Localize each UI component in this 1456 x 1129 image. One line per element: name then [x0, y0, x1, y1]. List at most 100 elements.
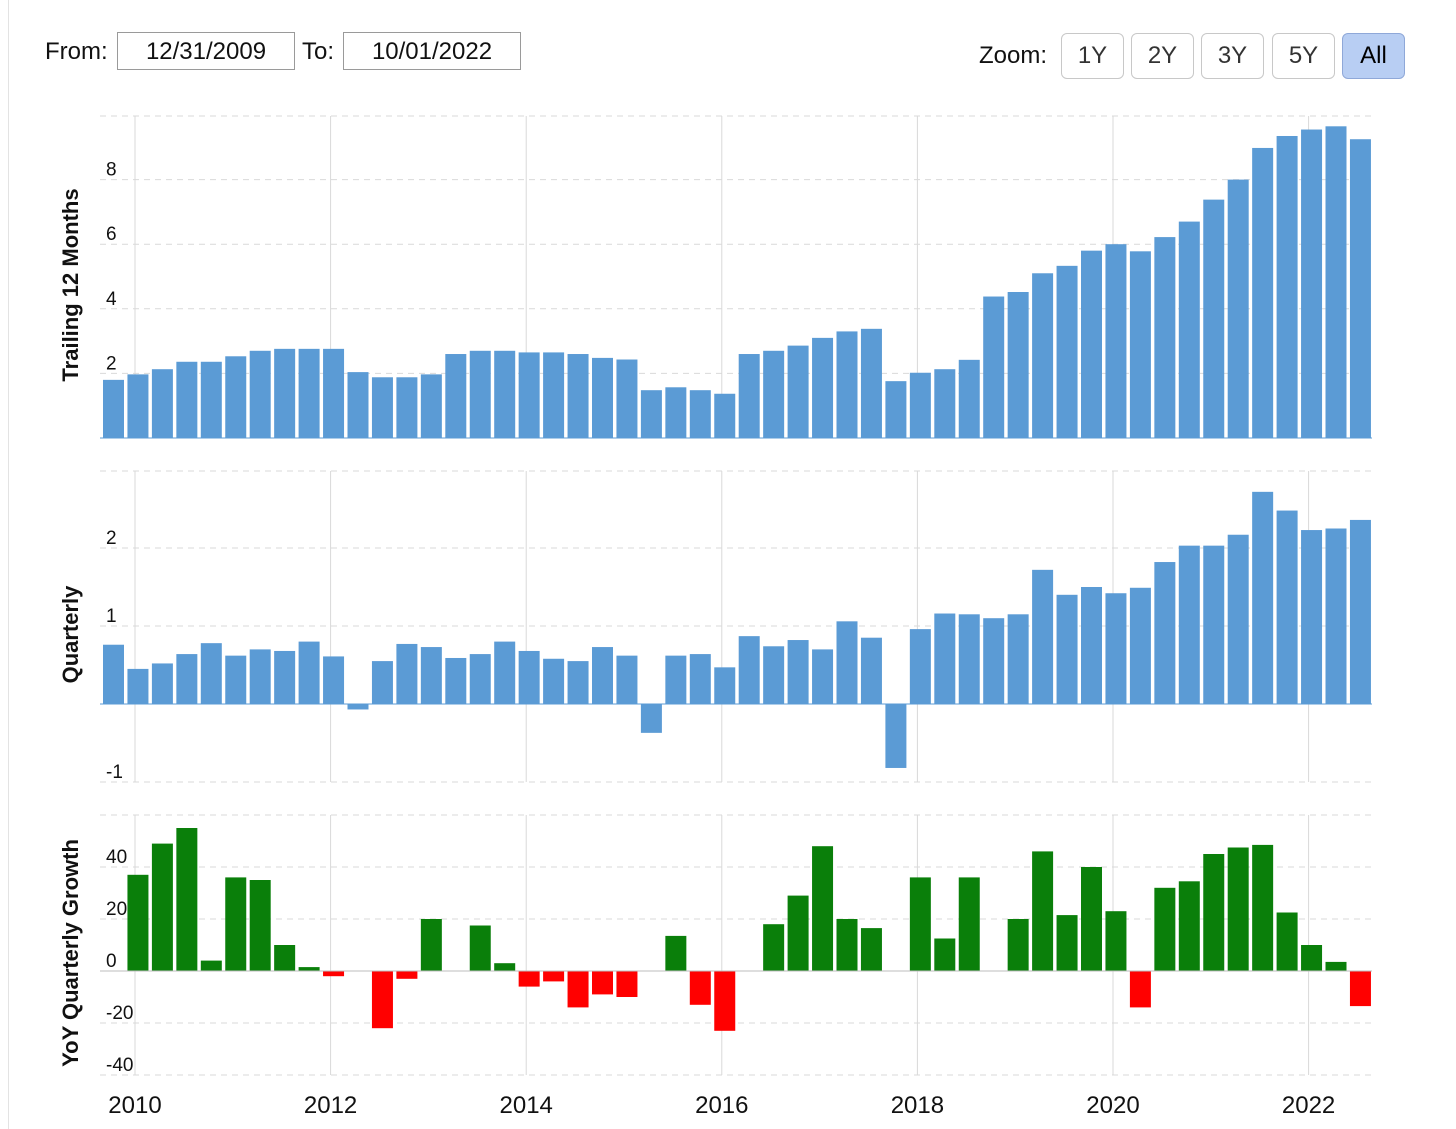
x-tick-label: 2016 — [695, 1092, 748, 1119]
value-bar — [274, 348, 296, 438]
growth-bar-positive — [1032, 851, 1054, 971]
value-bar — [420, 374, 442, 438]
value-bar — [1056, 265, 1078, 438]
x-tick-label: 2010 — [108, 1092, 161, 1119]
value-bar — [494, 350, 516, 438]
growth-bar-negative — [592, 971, 613, 995]
zoom-2y-button[interactable]: 2Y — [1131, 33, 1194, 79]
value-bar — [274, 650, 296, 704]
growth-bar-positive — [1252, 844, 1274, 971]
x-tick-label: 2020 — [1086, 1092, 1139, 1119]
value-bar — [1252, 147, 1274, 439]
value-bar — [347, 704, 369, 710]
value-bar — [738, 354, 760, 438]
value-bar — [225, 356, 247, 438]
value-bar — [1276, 135, 1298, 438]
x-tick-label: 2018 — [891, 1092, 944, 1119]
value-bar — [812, 649, 834, 704]
value-bar — [323, 348, 345, 438]
growth-bar-positive — [860, 928, 882, 971]
value-bar — [371, 661, 393, 704]
growth-bar-positive — [200, 960, 222, 971]
value-bar — [1105, 593, 1127, 704]
growth-bar-positive — [787, 895, 809, 971]
value-bar — [1301, 530, 1323, 704]
value-bar — [1007, 292, 1029, 438]
value-bar — [249, 649, 271, 704]
value-bar — [1203, 199, 1225, 438]
growth-bar-negative — [616, 971, 638, 997]
growth-bar-positive — [934, 938, 956, 971]
value-bar — [640, 390, 662, 438]
value-bar — [225, 655, 247, 704]
value-bar — [518, 650, 540, 704]
growth-bar-positive — [420, 919, 442, 971]
zoom-1y-button[interactable]: 1Y — [1061, 33, 1124, 79]
value-bar — [714, 393, 736, 438]
growth-bar-positive — [127, 874, 149, 971]
value-bar — [1276, 510, 1298, 704]
growth-bar-positive — [909, 877, 931, 971]
value-bar — [200, 361, 222, 438]
y-tick-label: 4 — [106, 289, 117, 310]
x-tick-label: 2014 — [500, 1092, 553, 1119]
zoom-3y-button[interactable]: 3Y — [1201, 33, 1264, 79]
value-bar — [738, 636, 760, 704]
zoom-5y-button[interactable]: 5Y — [1272, 33, 1335, 79]
y-tick-label: 6 — [106, 224, 117, 245]
growth-bar-positive — [812, 846, 834, 971]
to-date-input[interactable]: 10/01/2022 — [343, 32, 521, 70]
y-tick-label: 0 — [106, 951, 117, 972]
growth-bar-negative — [323, 971, 345, 977]
value-bar — [665, 655, 687, 704]
date-range-toolbar: From: 12/31/2009 To: 10/01/2022 Zoom: 1Y… — [0, 0, 1456, 100]
from-date-input[interactable]: 12/31/2009 — [117, 32, 295, 70]
value-bar — [1129, 251, 1151, 438]
value-bar — [1154, 562, 1176, 704]
y-tick-label: 1 — [106, 606, 117, 627]
growth-bar-positive — [176, 828, 198, 971]
y-axis-title: YoY Quarterly Growth — [58, 839, 83, 1067]
y-tick-label: 2 — [106, 353, 117, 374]
value-bar — [689, 390, 711, 438]
y-axis-title: Trailing 12 Months — [58, 188, 83, 381]
value-bar — [1105, 244, 1127, 438]
chart-panel-3: -40 -20 0 20 40 YoY Quarterly Growth — [58, 814, 1372, 1076]
y-tick-label: -20 — [106, 1003, 133, 1024]
y-tick-label: 2 — [106, 528, 117, 549]
growth-bar-positive — [958, 877, 980, 971]
growth-bar-positive — [1105, 911, 1127, 971]
value-bar — [640, 704, 662, 733]
value-bar — [298, 641, 320, 704]
zoom-all-button[interactable]: All — [1342, 33, 1405, 79]
growth-bar-positive — [763, 924, 785, 971]
value-bar — [983, 296, 1005, 438]
value-bar — [371, 377, 393, 438]
value-bar — [983, 618, 1005, 704]
growth-bar-positive — [494, 963, 516, 971]
growth-bar-positive — [1007, 919, 1029, 971]
value-bar — [1252, 491, 1274, 704]
value-bar — [1203, 545, 1225, 704]
value-bar — [1178, 221, 1200, 438]
value-bar — [787, 640, 809, 704]
value-bar — [616, 359, 638, 438]
value-bar — [396, 377, 418, 438]
value-bar — [763, 350, 785, 438]
y-tick-label: -1 — [106, 762, 123, 783]
y-tick-label: -40 — [106, 1055, 133, 1076]
value-bar — [592, 647, 613, 704]
growth-bar-negative — [396, 971, 418, 979]
y-axis-title: Quarterly — [58, 585, 83, 684]
value-bar — [665, 387, 687, 438]
growth-bar-positive — [1301, 945, 1323, 971]
value-bar — [420, 647, 442, 704]
value-bar — [1056, 594, 1078, 704]
value-bar — [787, 345, 809, 438]
value-bar — [812, 337, 834, 438]
value-bar — [249, 350, 271, 438]
value-bar — [885, 381, 907, 438]
growth-bar-positive — [249, 880, 271, 971]
value-bar — [958, 359, 980, 438]
